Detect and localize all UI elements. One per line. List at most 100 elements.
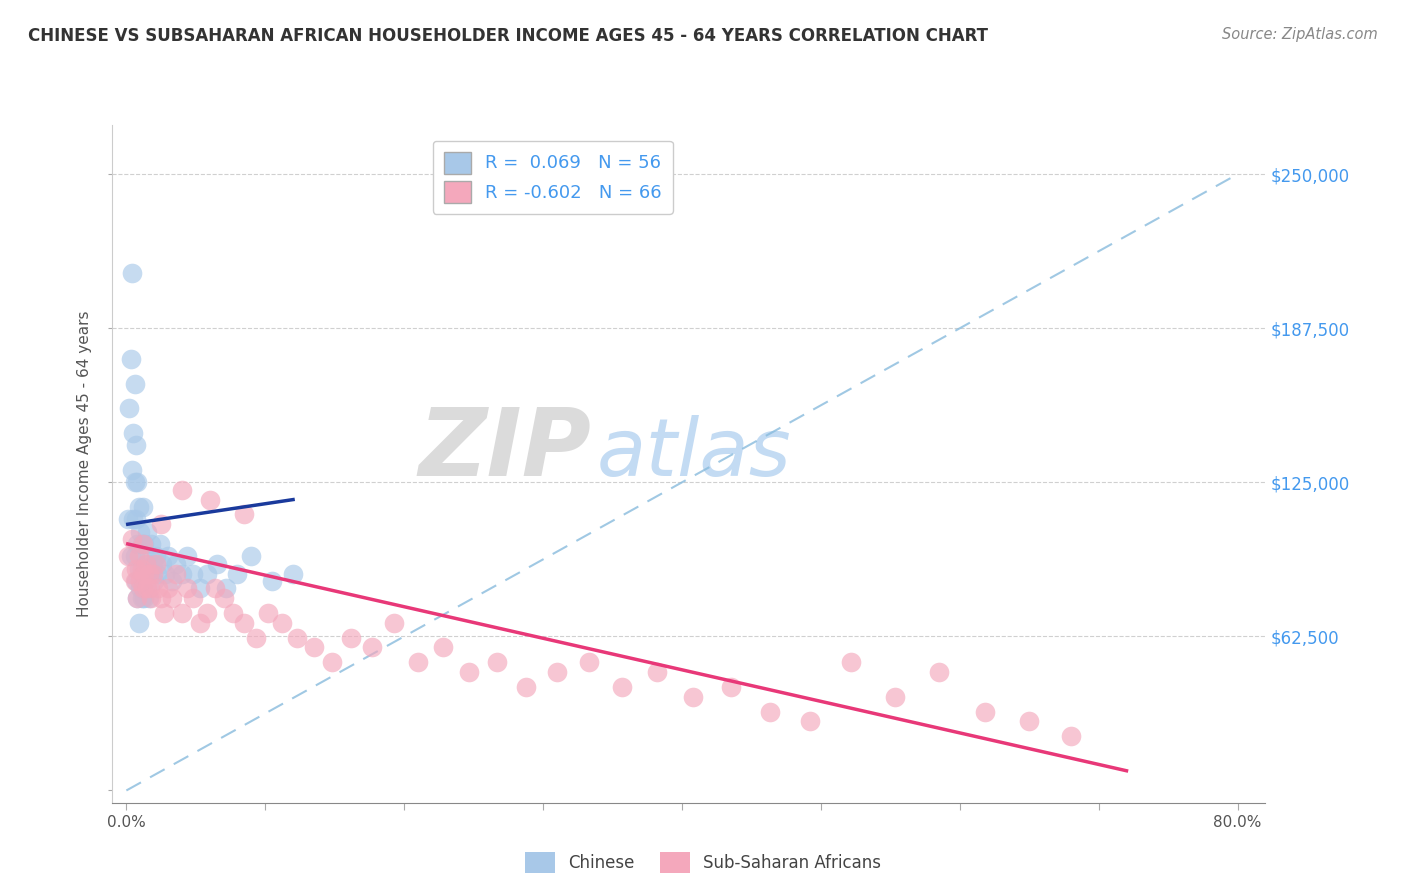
Point [160,574,183,588]
Point [257,606,280,620]
Point [142,566,165,581]
Point [120,566,142,581]
Point [139,582,162,596]
Point [138,591,160,606]
Point [384,615,406,630]
Point [122,425,145,440]
Point [128,615,150,630]
Point [271,615,294,630]
Point [157,549,180,564]
Point [612,680,634,694]
Point [141,537,163,551]
Text: atlas: atlas [596,415,792,492]
Point [146,566,169,581]
Point [170,566,193,581]
Point [125,574,148,588]
Point [145,557,167,571]
Point [134,591,156,606]
Text: CHINESE VS SUBSAHARAN AFRICAN HOUSEHOLDER INCOME AGES 45 - 64 YEARS CORRELATION : CHINESE VS SUBSAHARAN AFRICAN HOUSEHOLDE… [28,27,988,45]
Point [124,574,146,588]
Point [262,574,284,588]
Point [361,640,384,655]
Point [188,582,211,596]
Point [170,483,193,497]
Point [928,665,950,680]
Point [128,500,150,514]
Point [799,714,821,729]
Point [720,680,742,694]
Point [176,582,198,596]
Point [135,557,157,571]
Point [145,549,167,564]
Point [142,557,165,571]
Point [118,401,141,416]
Point [205,557,228,571]
Point [432,640,454,655]
Point [181,591,204,606]
Point [136,566,159,581]
Point [136,582,159,596]
Point [188,615,211,630]
Point [195,566,218,581]
Point [515,680,537,694]
Point [131,591,153,606]
Point [120,549,142,564]
Point [340,631,363,645]
Point [165,566,187,581]
Point [758,705,780,719]
Point [132,582,155,596]
Point [285,631,308,645]
Point [170,606,193,620]
Point [546,665,568,680]
Point [131,561,153,575]
Point [245,631,267,645]
Point [212,591,235,606]
Point [124,376,146,391]
Point [883,690,905,704]
Point [149,537,172,551]
Point [139,566,162,581]
Point [138,549,160,564]
Legend: R =  0.069   N = 56, R = -0.602   N = 66: R = 0.069 N = 56, R = -0.602 N = 66 [433,141,672,213]
Point [155,566,177,581]
Legend: Chinese, Sub-Saharan Africans: Chinese, Sub-Saharan Africans [519,846,887,880]
Point [195,606,218,620]
Point [121,532,143,546]
Point [226,566,249,581]
Text: Source: ZipAtlas.com: Source: ZipAtlas.com [1222,27,1378,42]
Point [125,438,148,452]
Point [134,566,156,581]
Point [129,582,152,596]
Point [458,665,481,680]
Point [127,537,149,551]
Point [132,537,155,551]
Point [682,690,704,704]
Point [128,549,150,564]
Point [124,549,146,564]
Point [406,655,429,669]
Point [181,566,204,581]
Point [240,549,263,564]
Point [124,475,146,490]
Point [136,524,159,539]
Point [165,557,187,571]
Point [141,591,163,606]
Point [215,582,238,596]
Point [131,537,153,551]
Point [153,606,176,620]
Point [127,475,149,490]
Point [233,508,256,522]
Point [121,266,143,280]
Point [1018,714,1040,729]
Point [125,561,148,575]
Point [148,582,170,596]
Point [198,492,221,507]
Point [973,705,995,719]
Point [128,561,150,575]
Point [486,655,509,669]
Point [302,640,325,655]
Point [117,512,139,526]
Point [150,591,173,606]
Point [204,582,226,596]
Point [176,549,198,564]
